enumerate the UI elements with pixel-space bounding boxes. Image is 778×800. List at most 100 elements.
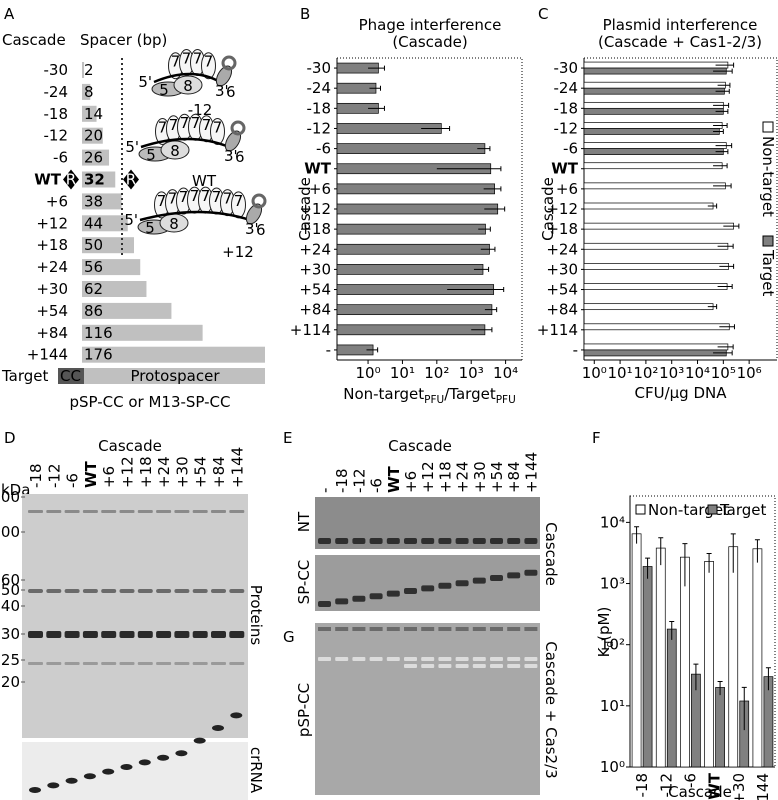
subunit-label: 5 — [145, 219, 155, 237]
gel-well — [335, 627, 349, 631]
category-label: -12 — [307, 119, 332, 137]
gel-band — [229, 589, 245, 593]
diagram-label: +12 — [222, 243, 254, 261]
gel-band — [64, 510, 80, 513]
gel-side-label: Proteins — [247, 585, 265, 646]
category-label: WT — [34, 171, 62, 189]
bar — [583, 128, 720, 135]
x-tick-label: WT — [706, 772, 724, 800]
gel-image — [315, 555, 540, 611]
value-label: 56 — [84, 258, 103, 276]
error-bar — [447, 287, 505, 293]
end-label: 3' — [245, 220, 259, 238]
gel-band — [156, 510, 172, 513]
gel-band — [28, 589, 43, 593]
x-tick-label: 10¹ — [608, 364, 633, 382]
cas7-subunit — [210, 117, 225, 145]
y-axis-label-part: (pM) — [595, 607, 613, 641]
value-label: 44 — [84, 214, 103, 232]
gel-band — [438, 664, 452, 668]
error-bar — [693, 663, 699, 691]
error-bar — [717, 681, 723, 696]
category-label: +24 — [36, 258, 68, 276]
subunit-label: 7 — [168, 190, 178, 208]
error-bar — [634, 526, 640, 544]
gel-band — [82, 631, 98, 638]
gel-band — [352, 595, 366, 602]
bar — [82, 346, 265, 363]
marker-label: 200 — [0, 488, 20, 506]
gel-band — [404, 588, 417, 594]
x-axis-label-part: /Target — [444, 385, 496, 403]
bar — [82, 105, 97, 122]
error-bar — [707, 203, 718, 209]
value-label: 2 — [84, 61, 94, 79]
subunit-label: 7 — [190, 187, 200, 205]
gel-band — [490, 664, 503, 668]
category-label: -24 — [307, 79, 332, 97]
subunit-label: 7 — [234, 192, 244, 210]
error-bar — [713, 350, 733, 356]
error-bar — [477, 146, 491, 152]
x-tick-label: +30 — [730, 773, 748, 800]
y-axis-label: Kd(pM) — [595, 607, 616, 658]
bar — [82, 259, 141, 276]
gel-band — [524, 569, 538, 576]
gel-band — [455, 538, 469, 544]
bar — [82, 324, 203, 341]
error-bar — [723, 223, 740, 229]
hairpin — [221, 55, 237, 71]
bar — [82, 171, 116, 188]
end-label: 3' — [224, 147, 238, 165]
gel-band — [472, 538, 486, 544]
bar — [583, 323, 730, 331]
error-bar — [645, 557, 651, 579]
panel-letter: E — [283, 429, 292, 447]
gel-band — [438, 538, 452, 544]
value-label: 8 — [84, 83, 94, 101]
marker-label: 20 — [1, 673, 20, 691]
error-bar — [706, 552, 712, 573]
gel-band — [82, 589, 98, 593]
bar — [583, 263, 729, 270]
value-label: 26 — [84, 149, 103, 167]
subunit-label: 7 — [191, 114, 201, 132]
x-tick-label: 10² — [424, 364, 449, 382]
gel-band — [64, 631, 80, 638]
chart-title: (Cascade + Cas1-2/3) — [598, 33, 762, 51]
gel-band — [386, 590, 400, 597]
gel-band — [455, 657, 469, 661]
panel-letter: C — [538, 5, 548, 23]
gel-well — [438, 627, 452, 631]
legend-swatch — [635, 504, 646, 515]
value-label: 116 — [84, 324, 113, 342]
error-bar — [715, 143, 733, 149]
gel-band — [119, 589, 135, 593]
gel-band — [192, 662, 208, 665]
subunit-label: 6 — [226, 83, 236, 101]
gel-band — [137, 589, 153, 593]
gel-band — [28, 510, 43, 513]
y-tick-label: 10² — [600, 636, 625, 654]
rna-band — [157, 754, 170, 761]
bar — [336, 264, 484, 275]
bar — [583, 122, 723, 129]
end-label: 3' — [215, 82, 229, 100]
subunit-label: 8 — [183, 77, 193, 95]
rna-band — [65, 777, 78, 784]
subunit-label: 7 — [223, 190, 233, 208]
rna-band — [102, 768, 115, 775]
gel-band — [421, 664, 435, 668]
error-bar — [369, 85, 381, 91]
value-label: 14 — [84, 105, 103, 123]
error-bar — [730, 533, 736, 573]
gel-band — [64, 662, 80, 665]
category-label: -30 — [554, 59, 579, 77]
rna-band — [175, 750, 188, 757]
bar — [583, 242, 729, 250]
gel-band — [455, 664, 469, 668]
subunit-label: 8 — [169, 215, 179, 233]
category-label: -12 — [554, 119, 579, 137]
x-tick-label: -12 — [657, 773, 675, 798]
